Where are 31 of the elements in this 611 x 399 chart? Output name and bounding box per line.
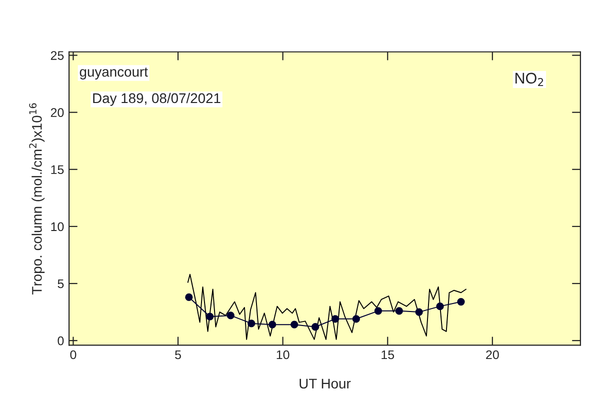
y-tick-label: 10 bbox=[51, 222, 64, 232]
x-tick-label: 15 bbox=[382, 350, 394, 360]
point bbox=[374, 307, 382, 315]
point bbox=[352, 315, 360, 323]
y-tick-label: 0 bbox=[58, 336, 64, 346]
point bbox=[248, 320, 256, 328]
y-axis-title: Tropo. column (mol./cm$^{2}$)x10$^{16}$ bbox=[29, 103, 45, 294]
line-series bbox=[187, 274, 466, 340]
x-tick-label: 20 bbox=[486, 350, 499, 360]
point bbox=[311, 323, 320, 331]
point bbox=[268, 320, 276, 328]
point bbox=[457, 298, 465, 306]
x-tick-label: 0 bbox=[70, 350, 76, 360]
point bbox=[226, 312, 234, 320]
point bbox=[436, 302, 444, 310]
x-tick-label: 10 bbox=[276, 350, 290, 360]
y-tick-label: 5 bbox=[58, 279, 64, 288]
y-tick-label: 15 bbox=[51, 165, 64, 174]
point bbox=[185, 293, 193, 302]
annotation: guyancourt bbox=[80, 68, 148, 80]
y-tick-label: 25 bbox=[50, 51, 64, 60]
point bbox=[395, 307, 403, 315]
x-tick-label: 5 bbox=[175, 350, 181, 360]
y-tick-label: 20 bbox=[50, 108, 64, 117]
point bbox=[415, 308, 423, 316]
point bbox=[331, 315, 340, 323]
annotation: NO$_{2}$ bbox=[516, 72, 544, 86]
annotation: Day 189, 08/07/2021 bbox=[93, 92, 220, 106]
point bbox=[290, 320, 298, 328]
point bbox=[206, 312, 214, 320]
x-axis-title: UT Hour bbox=[300, 378, 351, 389]
